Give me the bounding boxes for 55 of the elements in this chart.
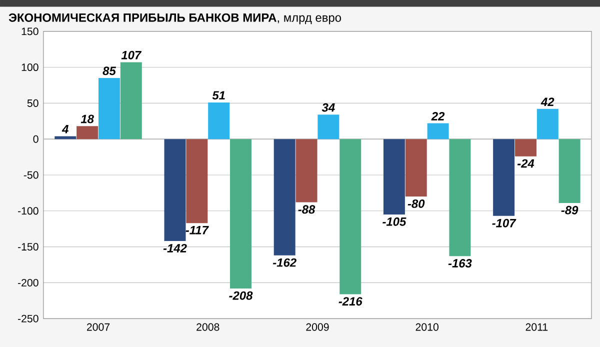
data-label: -105 [382, 217, 406, 226]
x-tick-label: 2010 [416, 323, 438, 331]
bar [449, 139, 471, 256]
data-label: -117 [186, 226, 209, 234]
y-tick-label: -250 [18, 314, 38, 322]
data-label: -216 [338, 297, 362, 306]
bar [405, 139, 427, 197]
y-tick-label: 50 [27, 99, 38, 107]
bar [120, 62, 142, 140]
bar [427, 123, 449, 140]
bar [296, 139, 318, 202]
bar [558, 139, 580, 204]
y-tick-label: 0 [33, 135, 38, 143]
data-label: 22 [431, 112, 445, 120]
y-tick-label: 100 [22, 64, 38, 72]
y-tick-label: -100 [18, 207, 38, 215]
data-label: 51 [212, 91, 225, 100]
y-tick-label: -50 [24, 171, 38, 179]
bar [164, 139, 186, 242]
bar [274, 139, 296, 256]
bar [340, 139, 362, 294]
bar [230, 139, 252, 288]
bar [54, 136, 76, 140]
data-label: 107 [121, 50, 142, 60]
x-tick-label: 2011 [526, 323, 548, 331]
bar [493, 139, 515, 216]
data-label: 18 [80, 114, 94, 124]
data-label: -80 [408, 199, 425, 208]
data-label: -107 [492, 218, 516, 228]
y-tick-label: 150 [22, 28, 38, 36]
x-tick-label: 2009 [306, 323, 329, 331]
bar [318, 114, 340, 140]
chart-title: ЭКОНОМИЧЕСКАЯ ПРИБЫЛЬ БАНКОВ МИРА, млрд евро [8, 13, 342, 24]
data-label: -142 [163, 244, 187, 252]
bar [536, 108, 558, 140]
bar [186, 139, 208, 224]
data-label: -208 [229, 291, 253, 300]
bar [208, 102, 230, 140]
data-label: -89 [561, 206, 578, 214]
data-label: 42 [540, 98, 554, 106]
x-tick-label: 2008 [196, 323, 220, 331]
data-label: -163 [448, 259, 472, 268]
bar [76, 126, 98, 140]
data-label: 85 [102, 66, 116, 76]
data-label: -162 [272, 258, 296, 267]
data-label: 4 [62, 125, 69, 134]
bar [383, 139, 405, 214]
data-label: -24 [517, 159, 534, 168]
y-tick-label: -150 [18, 243, 38, 251]
x-tick-label: 2007 [86, 323, 110, 331]
bar [98, 78, 120, 140]
data-label: 34 [322, 103, 335, 112]
data-label: -88 [298, 205, 316, 214]
y-tick-label: -200 [18, 278, 38, 286]
bar [514, 139, 536, 156]
